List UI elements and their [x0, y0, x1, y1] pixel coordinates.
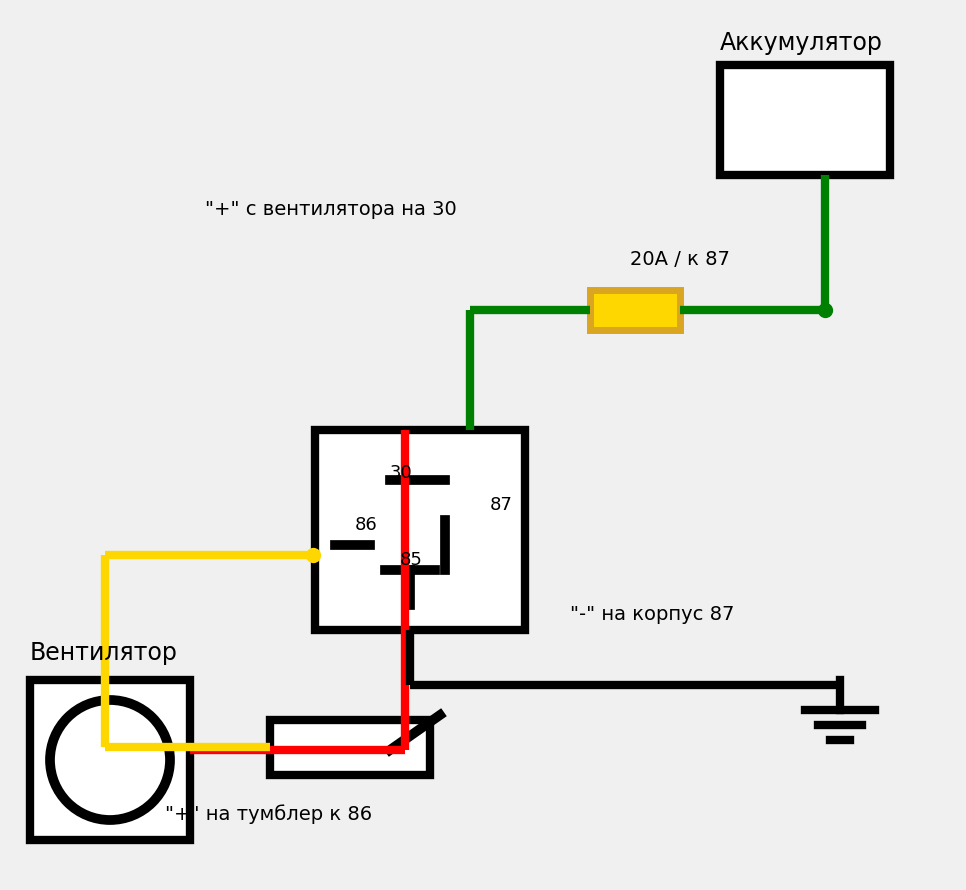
FancyBboxPatch shape	[590, 290, 680, 330]
FancyBboxPatch shape	[30, 680, 190, 840]
Text: Аккумулятор: Аккумулятор	[720, 31, 883, 55]
Text: "-" на корпус 87: "-" на корпус 87	[570, 605, 734, 624]
Text: "+" с вентилятора на 30: "+" с вентилятора на 30	[205, 200, 457, 219]
Text: Вентилятор: Вентилятор	[30, 641, 178, 665]
FancyBboxPatch shape	[720, 65, 890, 175]
Text: "+" на тумблер к 86: "+" на тумблер к 86	[165, 805, 372, 824]
Text: 20A / к 87: 20A / к 87	[630, 250, 730, 269]
Text: 87: 87	[490, 496, 513, 514]
Text: 86: 86	[355, 516, 378, 534]
FancyBboxPatch shape	[315, 430, 525, 630]
Text: 85: 85	[400, 551, 423, 569]
Text: 30: 30	[390, 464, 412, 482]
FancyBboxPatch shape	[270, 720, 430, 775]
